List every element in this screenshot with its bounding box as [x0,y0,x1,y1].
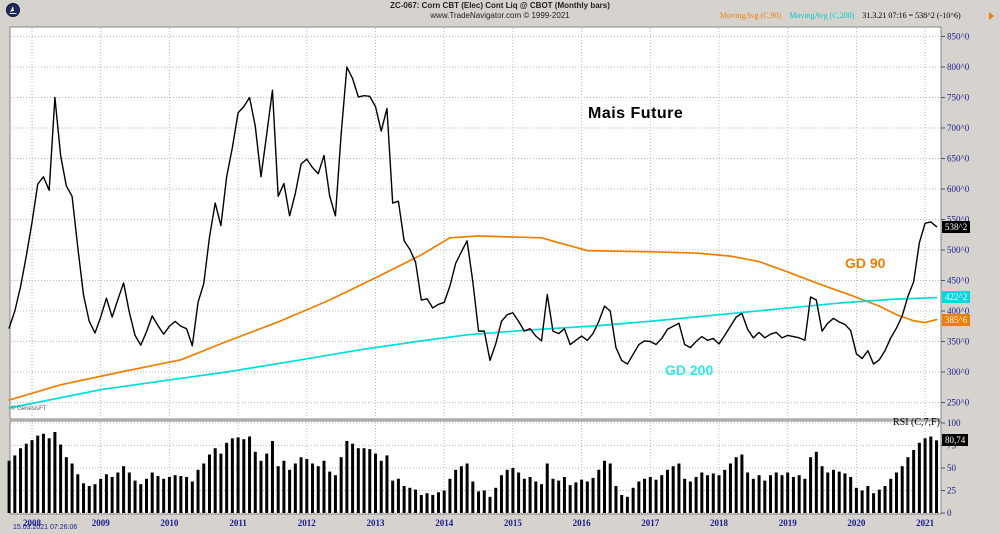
svg-text:2011: 2011 [229,518,247,528]
svg-text:2019: 2019 [779,518,798,528]
svg-text:2014: 2014 [435,518,454,528]
svg-text:550^0: 550^0 [947,215,970,225]
gd200-label: GD 200 [665,362,714,378]
svg-text:2020: 2020 [847,518,866,528]
svg-text:250^0: 250^0 [947,398,970,408]
svg-text:500^0: 500^0 [947,245,970,255]
ma90-value-badge: 385^6 [942,314,971,326]
svg-text:750^0: 750^0 [947,93,970,103]
svg-text:700^0: 700^0 [947,123,970,133]
svg-text:850^0: 850^0 [947,32,970,42]
svg-text:800^0: 800^0 [947,62,970,72]
svg-text:2018: 2018 [710,518,729,528]
app-logo-icon [6,3,20,17]
svg-text:2013: 2013 [367,518,386,528]
svg-text:350^0: 350^0 [947,337,970,347]
svg-text:100: 100 [947,418,961,428]
instrument-label: Mais Future [588,105,684,122]
svg-text:2009: 2009 [92,518,111,528]
svg-text:50: 50 [947,463,957,473]
scroll-right-icon[interactable] [989,12,994,20]
svg-text:2017: 2017 [641,518,660,528]
svg-text:600^0: 600^0 [947,184,970,194]
legend-cursor-value: 31.3.21 07:16 = 538^2 (-10^6) [862,11,961,20]
svg-text:2016: 2016 [573,518,592,528]
svg-text:300^0: 300^0 [947,367,970,377]
svg-text:0: 0 [947,508,952,518]
svg-text:400^0: 400^0 [947,306,970,316]
svg-text:2008: 2008 [23,518,42,528]
rsi-value-badge: 80,74 [942,434,969,446]
legend-movingavg-200[interactable]: MovingAvg (C,200) [789,11,855,20]
gd90-label: GD 90 [845,255,886,271]
ma200-value-badge: 422^2 [942,291,971,303]
svg-text:2012: 2012 [298,518,317,528]
chart-subtitle: www.TradeNavigator.com © 1999-2021 [430,11,570,20]
legend-movingavg-90[interactable]: MovingAvg (C,90) [720,11,782,20]
last-price-badge: 538^2 [942,221,971,233]
rsi-indicator-label[interactable]: RSI (C,7,F) [893,417,940,428]
genesis-copyright: © GenesisFT [11,406,47,412]
status-timestamp: 15.03.2021 07:26:06 [13,524,78,531]
svg-text:2021: 2021 [916,518,935,528]
chart-header: ZC-067: Corn CBT (Elec) Cont Liq @ CBOT … [300,1,700,21]
svg-text:2010: 2010 [160,518,179,528]
svg-text:650^0: 650^0 [947,154,970,164]
svg-text:2015: 2015 [504,518,523,528]
chart-title: ZC-067: Corn CBT (Elec) Cont Liq @ CBOT … [390,1,610,10]
svg-text:25: 25 [947,486,957,496]
svg-text:450^0: 450^0 [947,276,970,286]
indicator-legend: MovingAvg (C,90) MovingAvg (C,200) 31.3.… [720,11,967,20]
